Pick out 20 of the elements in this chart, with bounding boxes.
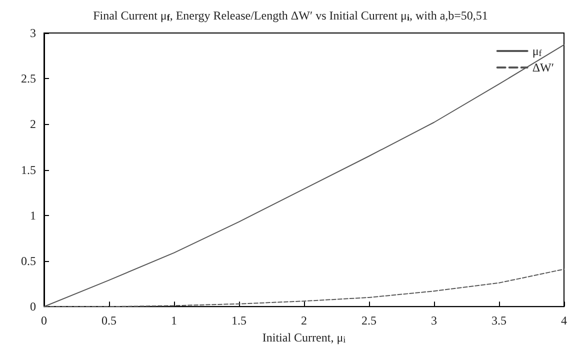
- x-axis-title: Initial Current, μi: [262, 330, 346, 344]
- x-tick-label: 0: [41, 314, 47, 328]
- x-tick-label: 3.5: [492, 314, 506, 328]
- y-tick-label: 1.5: [21, 162, 36, 177]
- x-tick-label: 4: [561, 314, 567, 328]
- legend-label: μf: [532, 44, 542, 58]
- x-tick-label: 2: [301, 314, 307, 328]
- y-tick-label: 3: [30, 26, 36, 40]
- x-tick-label: 2.5: [362, 314, 376, 328]
- y-tick-label: 0.5: [21, 254, 36, 268]
- chart-title: Final Current μf, Energy Release/Length ΔW′ vs Initial Current μi, with a,b=50,51: [93, 8, 488, 22]
- x-tick-label: 0.5: [102, 314, 116, 328]
- y-tick-label: 0: [30, 300, 36, 314]
- y-tick-label: 1: [30, 208, 36, 222]
- x-tick-label: 1.5: [232, 314, 246, 328]
- y-tick-label: 2: [30, 117, 36, 132]
- x-tick-label: 3: [431, 314, 437, 328]
- x-tick-label: 1: [171, 314, 177, 328]
- y-tick-label: 2.5: [21, 72, 36, 86]
- legend-label: ΔW′: [532, 60, 554, 74]
